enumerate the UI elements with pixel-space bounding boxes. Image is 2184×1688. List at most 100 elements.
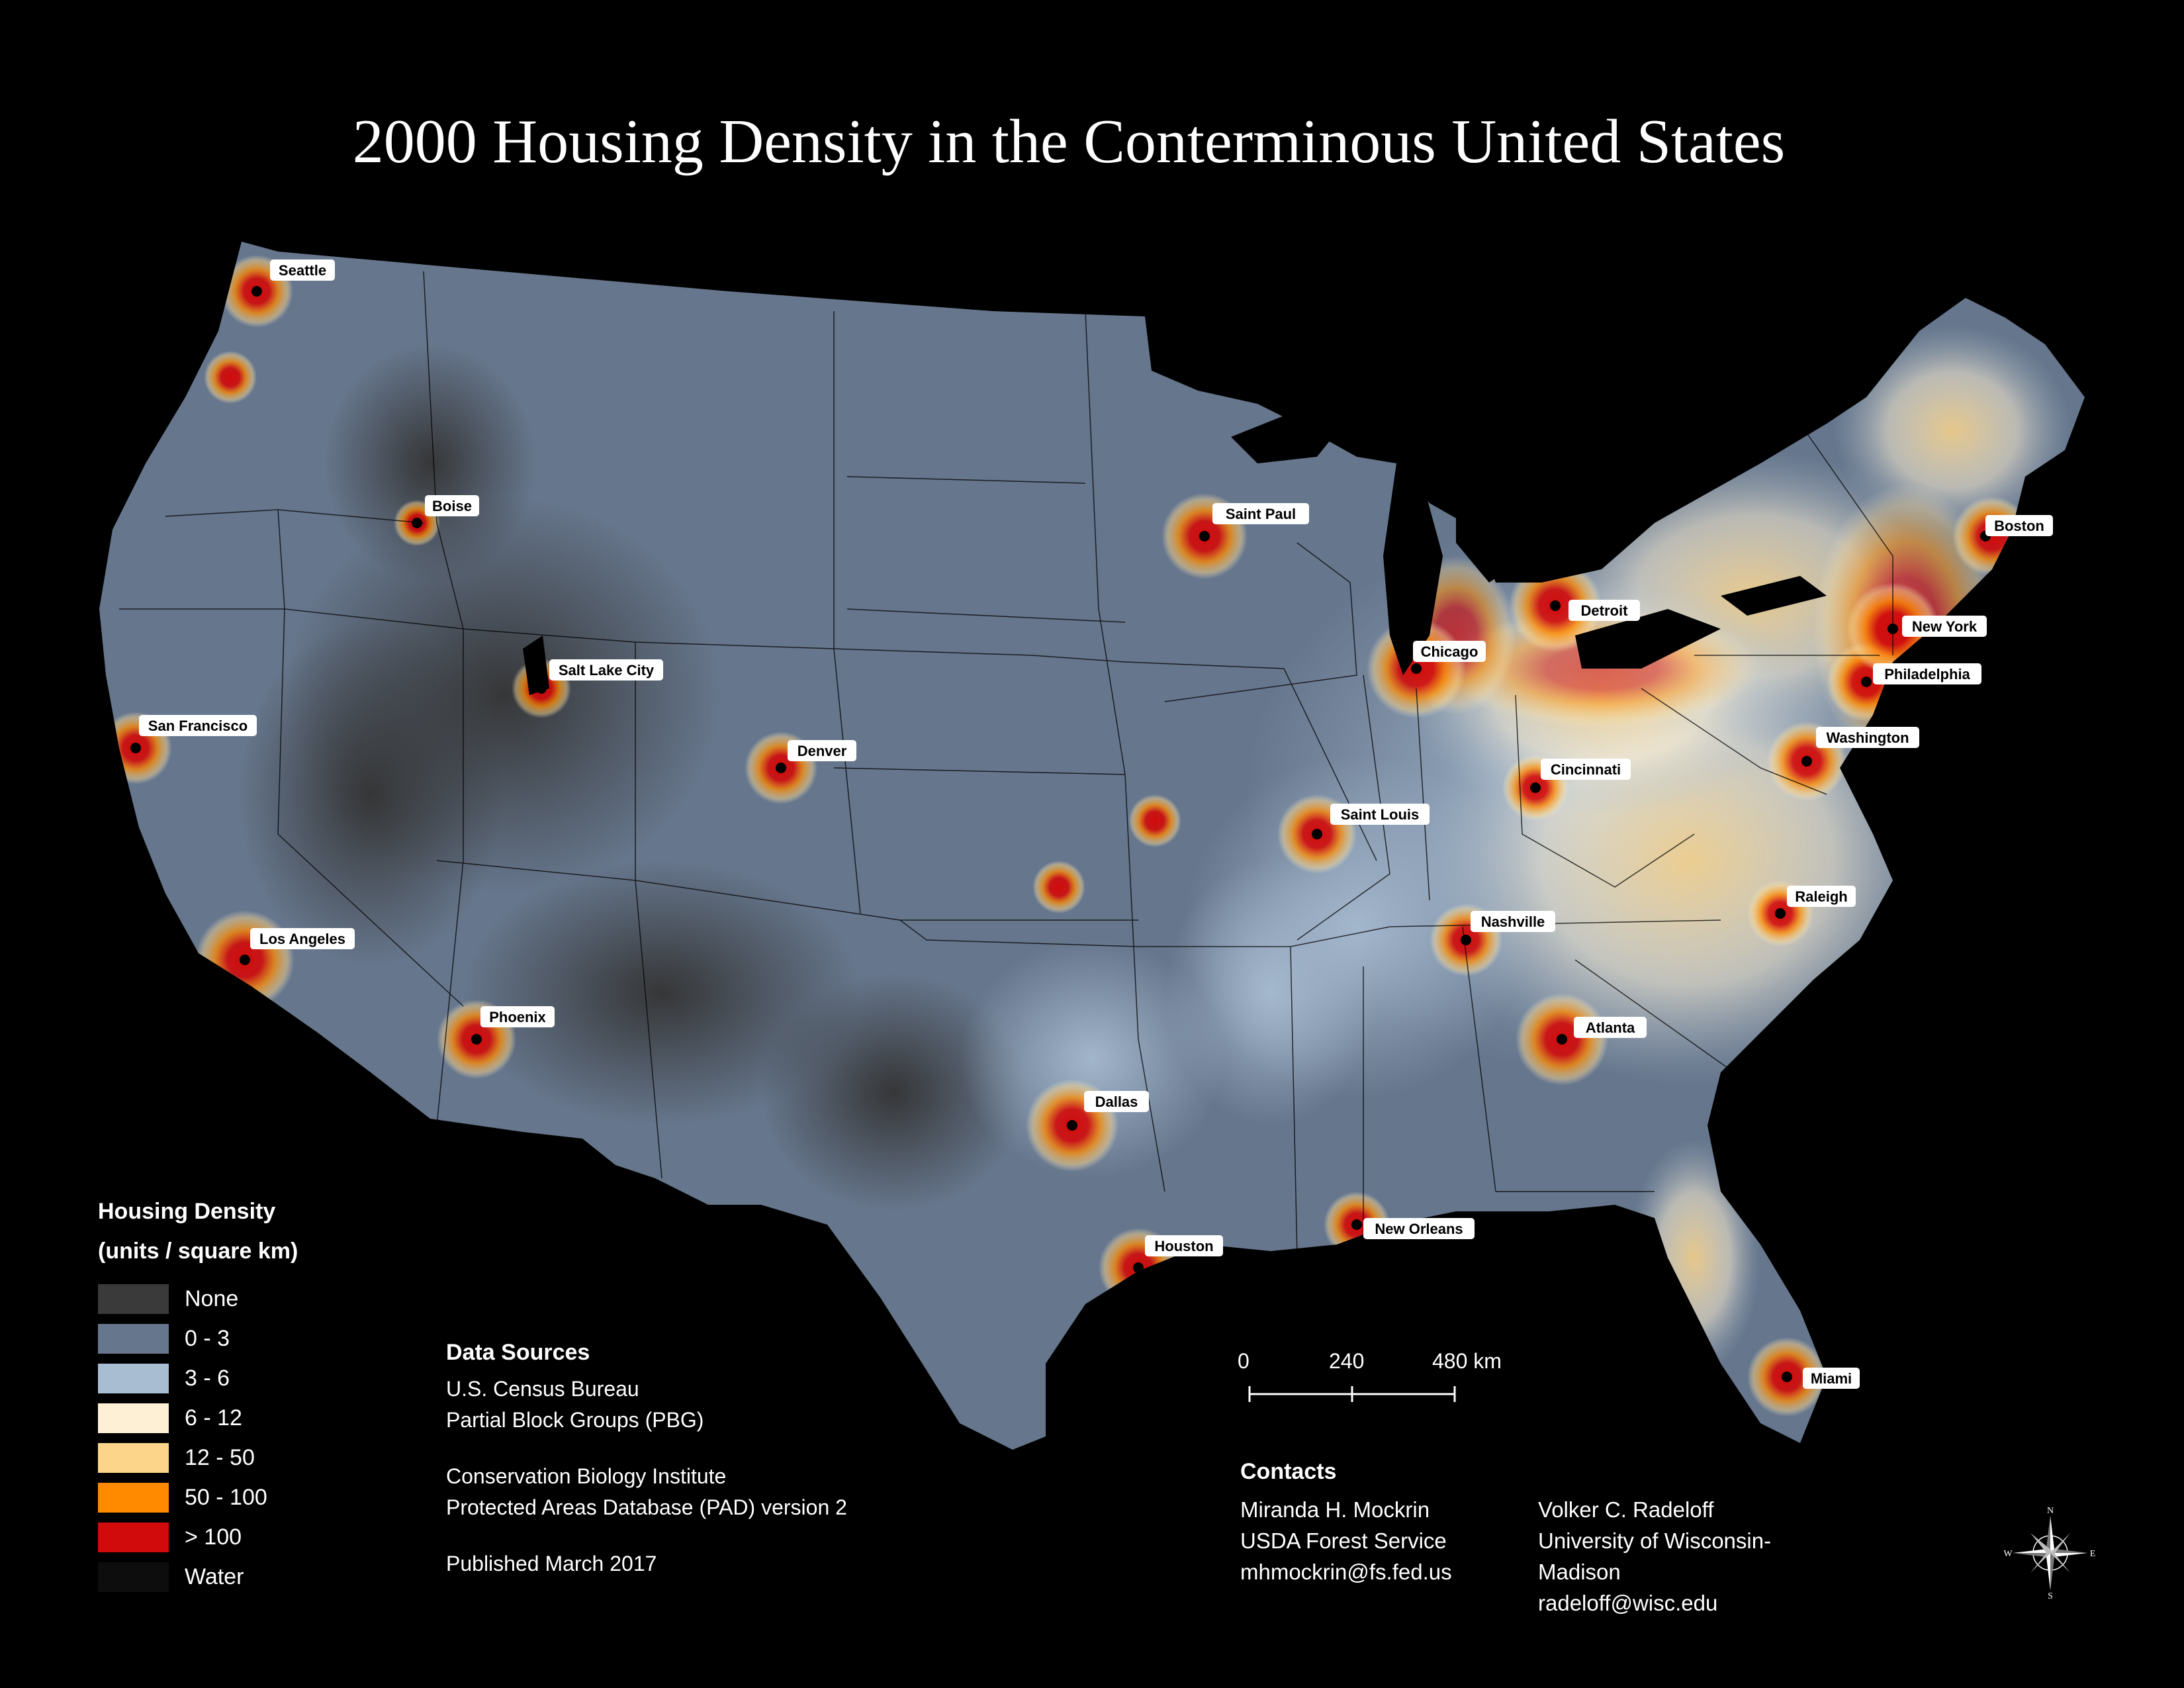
legend-label: 12 - 50 [185,1444,255,1470]
svg-text:Denver: Denver [797,743,847,759]
legend-units: (units / square km) [98,1239,298,1264]
svg-text:New Orleans: New Orleans [1375,1221,1463,1237]
svg-text:Raleigh: Raleigh [1795,888,1847,905]
data-sources: Data Sources U.S. Census Bureau Partial … [446,1337,847,1579]
city-marker-houston[interactable]: Houston [1133,1235,1223,1273]
svg-text:E: E [2090,1549,2096,1559]
scale-label-240: 240 [1329,1349,1365,1373]
svg-text:Phoenix: Phoenix [489,1009,546,1025]
svg-text:Atlanta: Atlanta [1586,1019,1635,1036]
svg-text:Boise: Boise [432,498,472,514]
legend-title: Housing Density [98,1199,276,1224]
compass-rose-icon: N S E W [2004,1507,2096,1599]
city-marker-miami[interactable]: Miami [1782,1368,1860,1389]
sources-line-4: Protected Areas Database (PAD) version 2 [446,1495,847,1519]
svg-text:Philadelphia: Philadelphia [1884,666,1970,682]
city-marker-nashville[interactable]: Nashville [1461,911,1555,945]
city-markers[interactable]: Seattle Boise Salt Lake City San Francis… [130,259,2053,1389]
svg-text:New York: New York [1912,618,1978,635]
svg-text:S: S [2048,1591,2053,1599]
legend-item: None [98,1279,298,1319]
contact-name: Miranda H. Mockrin [1240,1497,1430,1522]
legend-label: 0 - 3 [185,1325,230,1351]
city-marker-seattle[interactable]: Seattle [251,259,335,297]
svg-text:Cincinnati: Cincinnati [1551,761,1621,778]
sources-line-1: U.S. Census Bureau [446,1377,639,1401]
scale-label-0: 0 [1238,1349,1250,1373]
scale-label-480: 480 km [1432,1349,1502,1373]
svg-text:Seattle: Seattle [279,262,326,279]
svg-text:N: N [2047,1507,2054,1516]
contact-org: USDA Forest Service [1240,1528,1447,1553]
contact-org: University of Wisconsin-Madison [1538,1528,1772,1584]
legend-label: 50 - 100 [185,1484,267,1510]
contacts: Contacts Miranda H. Mockrin USDA Forest … [1240,1456,1836,1618]
legend-swatch [98,1284,169,1314]
legend-item: 6 - 12 [98,1398,298,1438]
svg-text:Los Angeles: Los Angeles [259,931,345,947]
legend-swatch [98,1522,169,1552]
legend: Housing Density (units / square km) None… [98,1192,298,1597]
city-marker-san-francisco[interactable]: San Francisco [130,715,257,753]
legend-item: 3 - 6 [98,1358,298,1398]
svg-text:San Francisco: San Francisco [148,718,248,734]
legend-label: > 100 [185,1524,242,1550]
city-marker-washington[interactable]: Washington [1801,727,1919,767]
city-marker-raleigh[interactable]: Raleigh [1775,886,1856,919]
svg-text:Saint Paul: Saint Paul [1226,506,1296,522]
city-marker-cincinnati[interactable]: Cincinnati [1530,759,1631,793]
sources-line-2: Partial Block Groups (PBG) [446,1408,704,1432]
city-marker-boston[interactable]: Boston [1980,515,2053,541]
contact-radeloff: Volker C. Radeloff University of Wiscons… [1538,1494,1836,1618]
city-marker-philadelphia[interactable]: Philadelphia [1861,663,1981,687]
city-marker-saint-paul[interactable]: Saint Paul [1199,503,1309,541]
legend-item: 12 - 50 [98,1438,298,1477]
scale-bar: 0 240 480 km [1238,1349,1535,1409]
city-marker-salt-lake-city[interactable]: Salt Lake City [536,659,663,694]
city-marker-dallas[interactable]: Dallas [1067,1091,1149,1131]
legend-label: Water [185,1564,244,1589]
legend-label: 6 - 12 [185,1405,242,1430]
city-marker-atlanta[interactable]: Atlanta [1557,1017,1647,1045]
state-borders [119,271,1893,1258]
city-marker-phoenix[interactable]: Phoenix [471,1006,555,1045]
svg-text:Chicago: Chicago [1421,643,1479,660]
scale-line [1248,1386,1456,1402]
contact-email[interactable]: mhmockrin@fs.fed.us [1240,1560,1452,1584]
legend-item: 0 - 3 [98,1319,298,1358]
city-marker-new-york[interactable]: New York [1888,616,1987,637]
legend-swatch [98,1562,169,1592]
sources-heading: Data Sources [446,1340,590,1365]
legend-swatch [98,1482,169,1513]
water-bodies [523,410,1827,695]
city-marker-chicago[interactable]: Chicago [1411,641,1486,674]
map-title: 2000 Housing Density in the Conterminous… [352,107,1786,176]
sources-line-3: Conservation Biology Institute [446,1464,727,1488]
contact-name: Volker C. Radeloff [1538,1497,1714,1522]
svg-text:Saint Louis: Saint Louis [1341,806,1420,823]
legend-swatch [98,1323,169,1354]
city-marker-los-angeles[interactable]: Los Angeles [240,928,355,965]
published-date: Published March 2017 [446,1552,657,1575]
contact-mockrin: Miranda H. Mockrin USDA Forest Service m… [1240,1494,1538,1618]
city-marker-new-orleans[interactable]: New Orleans [1351,1218,1475,1239]
svg-text:Salt Lake City: Salt Lake City [559,662,655,679]
city-marker-detroit[interactable]: Detroit [1550,600,1640,621]
contacts-heading: Contacts [1240,1459,1337,1484]
svg-text:Washington: Washington [1826,729,1909,746]
city-marker-boise[interactable]: Boise [412,495,479,528]
city-marker-saint-louis[interactable]: Saint Louis [1312,804,1430,839]
svg-text:W: W [2004,1549,2013,1559]
svg-text:Houston: Houston [1154,1238,1213,1254]
legend-swatch [98,1363,169,1393]
legend-item: > 100 [98,1517,298,1557]
legend-label: None [185,1286,239,1311]
city-marker-denver[interactable]: Denver [776,740,856,773]
legend-label: 3 - 6 [185,1365,230,1391]
legend-item: 50 - 100 [98,1477,298,1517]
svg-text:Miami: Miami [1811,1370,1852,1387]
contact-email[interactable]: radeloff@wisc.edu [1538,1591,1718,1615]
legend-item: Water [98,1557,298,1597]
svg-text:Boston: Boston [1994,518,2044,534]
